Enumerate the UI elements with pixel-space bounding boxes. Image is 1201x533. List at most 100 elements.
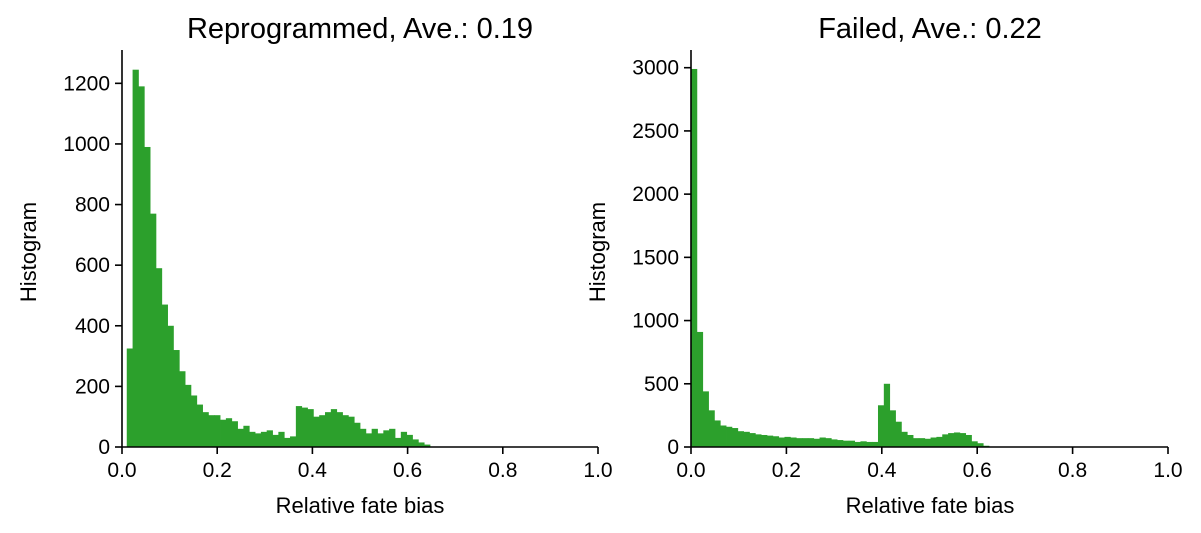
x-tick-label: 0.6 xyxy=(393,459,422,482)
histogram-bar xyxy=(295,406,303,447)
histogram-bar xyxy=(977,443,984,447)
chart-title: Failed, Ave.: 0.22 xyxy=(818,13,1042,45)
bars-group xyxy=(126,69,431,448)
histogram-bar xyxy=(948,433,955,447)
y-tick-label: 0 xyxy=(98,436,110,459)
histogram-bar xyxy=(383,430,390,447)
histogram-bar xyxy=(924,438,931,447)
histogram-bar xyxy=(272,434,279,447)
histogram-bar xyxy=(726,426,733,447)
chart-title: Reprogrammed, Ave.: 0.19 xyxy=(187,13,533,45)
ticks-group: 0.0 0.2 0.4 0.6 0.8 1.0 0 500 1000 1500 2000 2500 30… xyxy=(632,57,1182,482)
histogram-bar xyxy=(284,437,291,447)
histogram-bar xyxy=(260,431,268,447)
histogram-bar xyxy=(866,441,873,447)
histogram-bar xyxy=(930,437,937,447)
histogram-bar xyxy=(778,437,785,447)
histogram-bar xyxy=(784,436,791,447)
histogram-bar xyxy=(889,410,896,447)
histogram-bar xyxy=(330,409,338,447)
histogram-bar xyxy=(202,412,209,447)
histogram-bar xyxy=(918,438,926,447)
histogram-bar xyxy=(720,425,727,447)
histogram-bar xyxy=(406,434,413,447)
histogram-bar xyxy=(895,421,902,447)
histogram-bar xyxy=(731,428,739,447)
histogram-bar xyxy=(208,415,215,447)
histogram-bar xyxy=(354,422,361,447)
histogram-bar xyxy=(790,437,797,447)
y-tick-label: 3000 xyxy=(632,57,679,80)
x-axis-label: Relative fate bias xyxy=(276,493,445,518)
histogram-bar xyxy=(755,434,762,447)
histogram-bar xyxy=(761,434,768,447)
x-tick-label: 0.4 xyxy=(867,459,897,482)
histogram-bar xyxy=(225,418,233,447)
y-tick-label: 1200 xyxy=(63,72,110,95)
histogram-bar xyxy=(696,331,704,447)
histogram-bar xyxy=(249,431,256,447)
histogram-bar xyxy=(400,431,408,447)
histogram-bar xyxy=(691,68,698,447)
x-tick-label: 0.8 xyxy=(488,459,517,482)
histogram-bar xyxy=(907,434,914,447)
x-tick-label: 0.2 xyxy=(203,459,232,482)
histogram-bar xyxy=(813,438,820,447)
histogram-bar xyxy=(196,404,203,447)
y-tick-label: 2500 xyxy=(632,120,679,143)
histogram-bar xyxy=(290,436,297,447)
y-tick-label: 800 xyxy=(75,194,110,217)
histogram-bar xyxy=(365,433,373,447)
y-tick-label: 500 xyxy=(644,373,679,396)
histogram-bar xyxy=(802,438,809,447)
histogram-bar xyxy=(965,434,972,447)
histogram-bar xyxy=(167,325,174,447)
histogram-bar xyxy=(301,407,308,447)
histogram-bar xyxy=(377,433,384,447)
histogram-bar xyxy=(749,433,756,447)
histogram-bar xyxy=(371,428,378,447)
histogram-bar xyxy=(325,412,332,447)
y-tick-label: 0 xyxy=(667,436,679,459)
right-histogram-panel: Failed, Ave.: 0.22 0.0 0.2 0.4 0.6 0.8 1.0 0 50… xyxy=(585,13,1183,518)
histogram-bar xyxy=(132,69,139,447)
y-axis-label: Histogram xyxy=(585,202,610,302)
histogram-bar xyxy=(883,383,891,447)
histogram-bar xyxy=(231,421,238,447)
histogram-bar xyxy=(185,384,192,447)
x-tick-label: 0.8 xyxy=(1058,459,1087,482)
histogram-bar xyxy=(959,433,967,447)
histogram-bar xyxy=(901,431,908,447)
histogram-bar xyxy=(412,439,419,447)
histogram-bar xyxy=(220,419,227,447)
x-tick-label: 0.6 xyxy=(963,459,992,482)
histogram-bar xyxy=(913,438,920,447)
histogram-bar xyxy=(138,86,145,448)
y-tick-label: 2000 xyxy=(632,183,679,206)
histogram-bar xyxy=(155,268,163,447)
histogram-bar xyxy=(190,395,198,447)
x-axis-label: Relative fate bias xyxy=(846,493,1015,518)
y-axis-label: Histogram xyxy=(16,202,41,302)
histogram-bar xyxy=(150,213,157,447)
histogram-bar xyxy=(179,371,186,447)
histogram-bar xyxy=(714,420,721,447)
histogram-bar xyxy=(360,428,367,447)
histogram-bar xyxy=(860,441,867,447)
histogram-bar xyxy=(842,440,850,447)
histogram-bar xyxy=(872,441,879,447)
histogram-bar xyxy=(819,437,826,447)
histogram-bar xyxy=(825,438,832,447)
histogram-bar xyxy=(389,428,396,447)
histogram-bar xyxy=(831,439,838,447)
y-tick-label: 1000 xyxy=(63,133,110,156)
histogram-bar xyxy=(126,348,133,447)
x-tick-label: 0.4 xyxy=(298,459,328,482)
histogram-bar xyxy=(278,431,285,447)
histogram-bar xyxy=(743,431,750,447)
left-histogram-panel: Reprogrammed, Ave.: 0.19 0.0 0.2 0.4 0.6 0.8… xyxy=(16,13,613,518)
y-tick-label: 1500 xyxy=(632,246,679,269)
histogram-bar xyxy=(237,428,244,447)
histogram-bar xyxy=(971,441,978,447)
x-tick-label: 0.2 xyxy=(772,459,801,482)
